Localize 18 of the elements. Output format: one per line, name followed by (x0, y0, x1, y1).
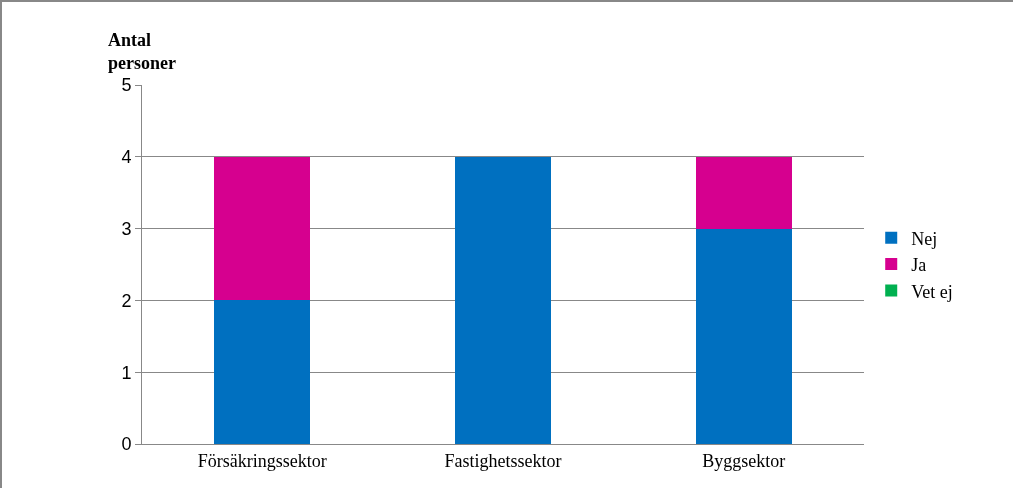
legend-label: Ja (911, 255, 927, 276)
bar (695, 156, 792, 229)
y-tick-label: 3 (121, 218, 132, 239)
bar (214, 300, 311, 444)
y-axis-title: Antal personer (108, 30, 176, 74)
x-tick-label: Fastighetssektor (444, 450, 562, 471)
bar (454, 156, 552, 444)
y-tick-label: 4 (121, 147, 132, 168)
y-tick-label: 5 (121, 75, 132, 96)
y-tick-label: 0 (121, 434, 132, 455)
x-tick-label: Försäkringssektor (197, 450, 327, 471)
y-tick-label: 1 (121, 362, 132, 383)
legend-label: Nej (911, 228, 938, 249)
y-tick-label: 2 (121, 290, 132, 311)
legend-label: Vet ej (911, 281, 953, 302)
x-tick-label: Byggsektor (702, 450, 786, 471)
bar (214, 156, 311, 301)
bar (695, 228, 792, 444)
